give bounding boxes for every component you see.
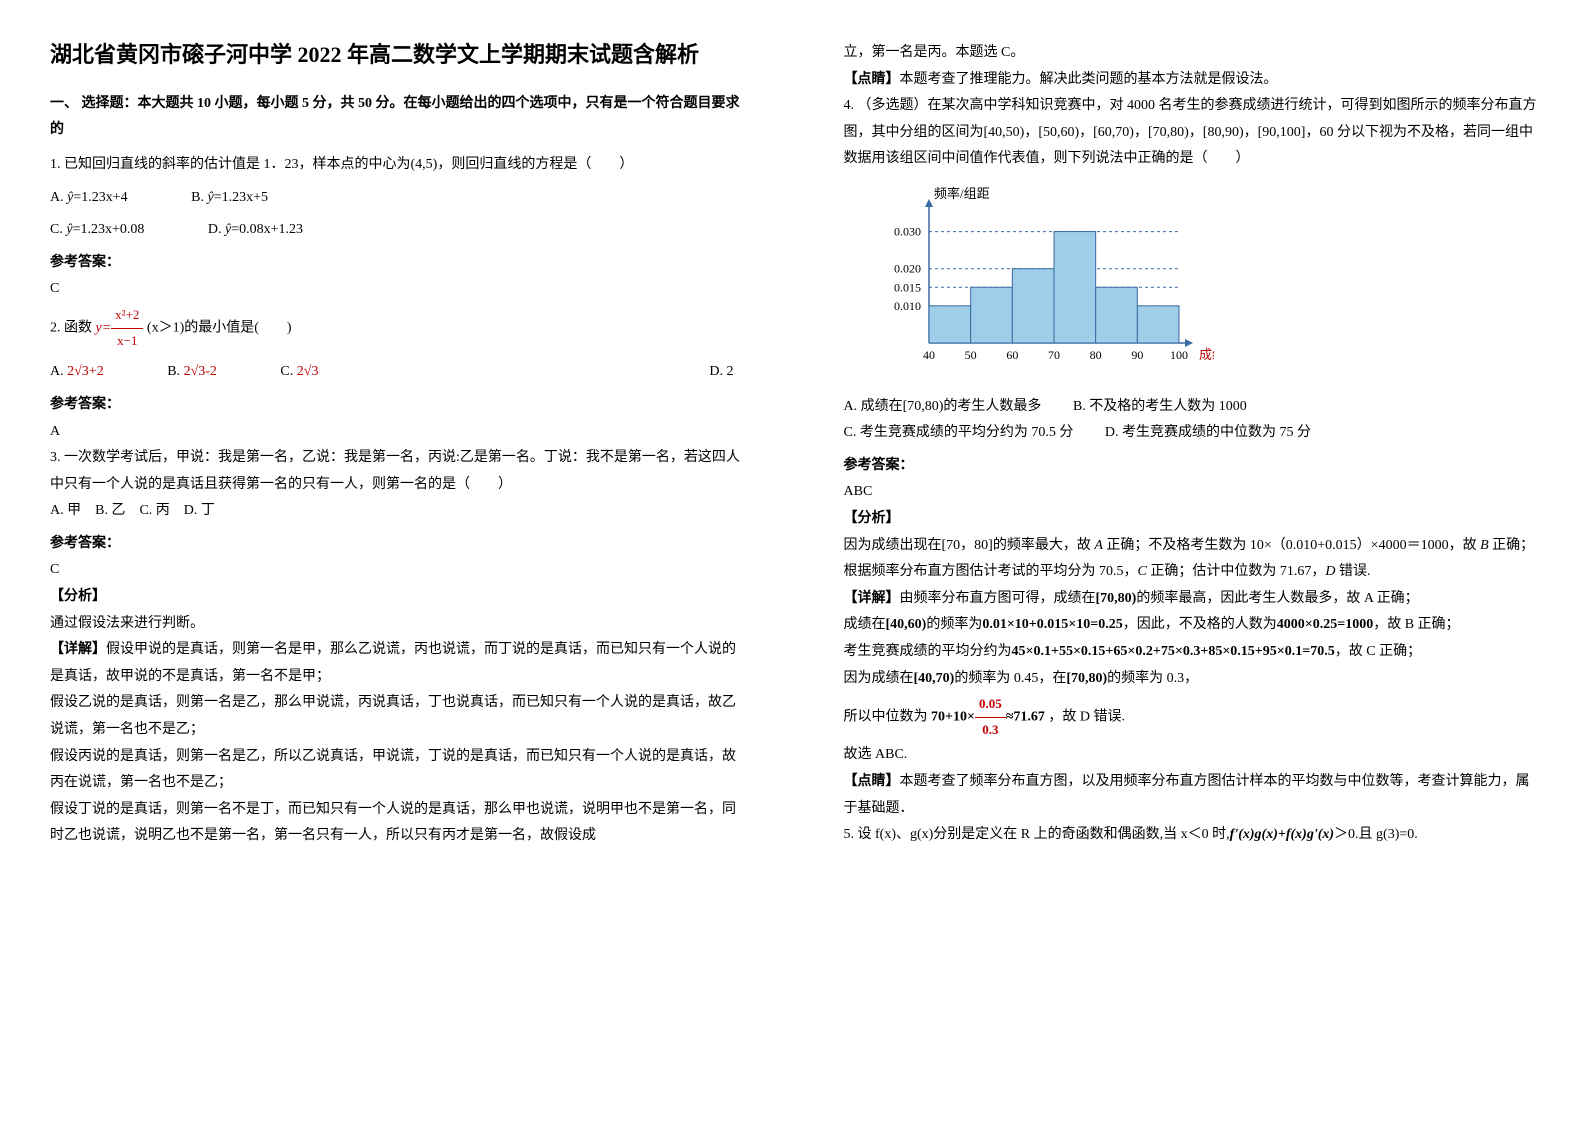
- q1-answer: C: [50, 276, 744, 303]
- q4-detail1: 【详解】由频率分布直方图可得，成绩在[70,80)的频率最高，因此考生人数最多，…: [844, 586, 1538, 613]
- svg-text:70: 70: [1048, 348, 1060, 362]
- q1-optC: C. ŷ=1.23x+0.08: [50, 217, 144, 244]
- q4-detail2: 成绩在[40,60)的频率为0.01×10+0.015×10=0.25，因此，不…: [844, 612, 1538, 639]
- q3-detail2: 假设乙说的是真话，则第一名是乙，那么甲说谎，丙说真话，丁也说真话，而已知只有一个…: [50, 690, 744, 743]
- svg-text:60: 60: [1006, 348, 1018, 362]
- q4-options-row2: C. 考生竞赛成绩的平均分约为 70.5 分 D. 考生竞赛成绩的中位数为 75…: [844, 420, 1538, 447]
- q4-optC: C. 考生竞赛成绩的平均分约为 70.5 分: [844, 425, 1074, 440]
- q1-optB: B. ŷ=1.23x+5: [191, 185, 268, 212]
- q3-point: 【点睛】本题考查了推理能力。解决此类问题的基本方法就是假设法。: [844, 67, 1538, 94]
- q4-stem: 4. （多选题）在某次高中学科知识竞赛中，对 4000 名考生的参赛成绩进行统计…: [844, 93, 1538, 173]
- histogram-svg: 频率/组距 0.010 0.015 0.020 0.030 40 50 60 70 80 90 100…: [874, 183, 1214, 373]
- q4-optD: D. 考生竞赛成绩的中位数为 75 分: [1105, 425, 1311, 440]
- q4-chart: 频率/组距 0.010 0.015 0.020 0.030 40 50 60 70 80 90 100…: [874, 183, 1538, 384]
- q4-optA: A. 成绩在[70,80)的考生人数最多: [844, 399, 1042, 414]
- svg-text:成绩(分): 成绩(分): [1199, 347, 1214, 362]
- q3-analysis-label: 【分析】: [50, 584, 744, 611]
- q1-options-row2: C. ŷ=1.23x+0.08 D. ŷ=0.08x+1.23: [50, 217, 744, 244]
- svg-text:50: 50: [964, 348, 976, 362]
- q2-options: A. 2√3+2 B. 2√3-2 C. 2√3 D. 2: [50, 359, 744, 386]
- q4-options-row1: A. 成绩在[70,80)的考生人数最多 B. 不及格的考生人数为 1000: [844, 394, 1538, 421]
- left-column: 湖北省黄冈市磙子河中学 2022 年高二数学文上学期期末试题含解析 一、 选择题…: [0, 0, 794, 1122]
- q1-stem: 1. 已知回归直线的斜率的估计值是 1．23，样本点的中心为(4,5)，则回归直…: [50, 152, 744, 179]
- q3-stem: 3. 一次数学考试后，甲说：我是第一名，乙说：我是第一名，丙说:乙是第一名。丁说…: [50, 445, 744, 498]
- section-header: 一、 选择题：本大题共 10 小题，每小题 5 分，共 50 分。在每小题给出的…: [50, 91, 744, 144]
- svg-text:40: 40: [923, 348, 935, 362]
- q1-optD: D. ŷ=0.08x+1.23: [208, 217, 303, 244]
- q5-stem: 5. 设 f(x)、g(x)分别是定义在 R 上的奇函数和偶函数,当 x＜0 时…: [844, 822, 1538, 849]
- q4-conclusion: 故选 ABC.: [844, 742, 1538, 769]
- q2-optA: A. 2√3+2: [50, 359, 104, 386]
- q1-options-row1: A. ŷ=1.23x+4 B. ŷ=1.23x+5: [50, 185, 744, 212]
- q3-analysis-intro: 通过假设法来进行判断。: [50, 611, 744, 638]
- q2-answer-label: 参考答案：: [50, 392, 744, 419]
- q4-answer: ABC: [844, 479, 1538, 506]
- q1-answer-label: 参考答案：: [50, 250, 744, 277]
- q3-detail4: 假设丁说的是真话，则第一名不是丁，而已知只有一个人说的是真话，那么甲也说谎，说明…: [50, 797, 744, 850]
- svg-text:100: 100: [1170, 348, 1188, 362]
- q2-optB: B. 2√3-2: [167, 359, 217, 386]
- svg-text:0.020: 0.020: [894, 262, 921, 276]
- q4-optB: B. 不及格的考生人数为 1000: [1073, 399, 1247, 414]
- q4-detail3: 考生竞赛成绩的平均分约为45×0.1+55×0.15+65×0.2+75×0.3…: [844, 639, 1538, 666]
- q3-answer: C: [50, 557, 744, 584]
- q3-answer-label: 参考答案：: [50, 531, 744, 558]
- q4-detail5: 所以中位数为 70+10×0.050.3≈71.67 ，故 D 错误.: [844, 692, 1538, 742]
- q2-stem: 2. 函数 y=x²+2x−1 (x＞1)的最小值是( ): [50, 303, 744, 353]
- q4-answer-label: 参考答案：: [844, 453, 1538, 480]
- svg-text:频率/组距: 频率/组距: [934, 186, 990, 201]
- q3-detail1: 【详解】假设甲说的是真话，则第一名是甲，那么乙说谎，丙也说谎，而丁说的是真话，而…: [50, 637, 744, 690]
- svg-text:80: 80: [1089, 348, 1101, 362]
- svg-text:0.015: 0.015: [894, 280, 921, 294]
- q1-optA: A. ŷ=1.23x+4: [50, 185, 128, 212]
- q4-analysis-label: 【分析】: [844, 506, 1538, 533]
- q3-detail3: 假设丙说的是真话，则第一名是乙，所以乙说真话，甲说谎，丁说的是真话，而已知只有一…: [50, 744, 744, 797]
- q2-optD: D. 2: [709, 359, 733, 386]
- svg-text:90: 90: [1131, 348, 1143, 362]
- q3-continue: 立，第一名是丙。本题选 C。: [844, 40, 1538, 67]
- q4-detail4: 因为成绩在[40,70)的频率为 0.45，在[70,80)的频率为 0.3，: [844, 666, 1538, 693]
- q2-optC: C. 2√3: [280, 359, 318, 386]
- svg-text:0.010: 0.010: [894, 299, 921, 313]
- right-column: 立，第一名是丙。本题选 C。 【点睛】本题考查了推理能力。解决此类问题的基本方法…: [794, 0, 1587, 1122]
- q2-answer: A: [50, 419, 744, 446]
- svg-text:0.030: 0.030: [894, 225, 921, 239]
- q4-analysis: 因为成绩出现在[70，80]的频率最大，故 A 正确；不及格考生数为 10×（0…: [844, 533, 1538, 586]
- doc-title: 湖北省黄冈市磙子河中学 2022 年高二数学文上学期期末试题含解析: [50, 40, 744, 71]
- q3-options: A. 甲 B. 乙 C. 丙 D. 丁: [50, 498, 744, 525]
- q4-point: 【点睛】本题考查了频率分布直方图，以及用频率分布直方图估计样本的平均数与中位数等…: [844, 769, 1538, 822]
